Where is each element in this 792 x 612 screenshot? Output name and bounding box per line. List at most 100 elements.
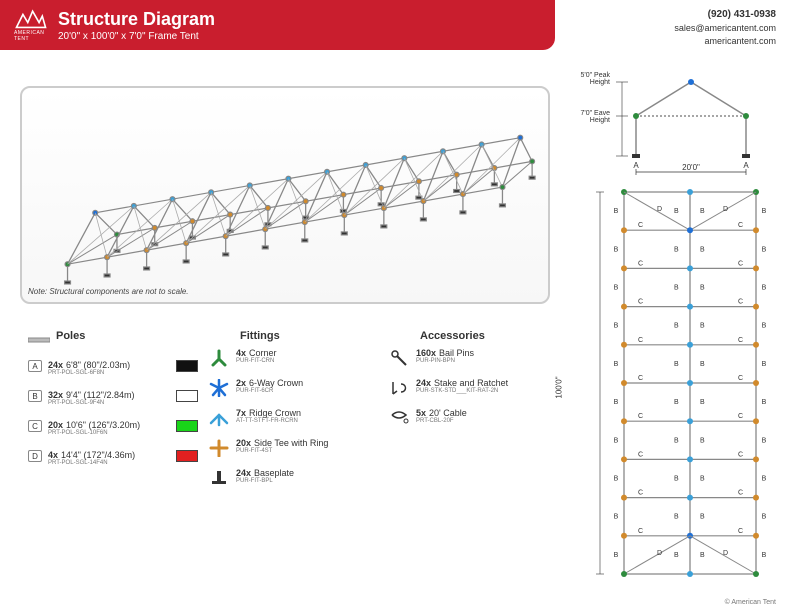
accessory-desc: 160xBail PinsPUR-PIN-BPN (416, 348, 474, 364)
svg-text:B: B (614, 246, 619, 253)
svg-text:B: B (700, 285, 705, 292)
svg-text:B: B (700, 208, 705, 215)
title-block: Structure Diagram 20'0" x 100'0" x 7'0" … (58, 9, 215, 42)
plan-diagram: 100'0" BBBBDDCCBBBBCCBBBBCCBBBBCCBBBBCCB… (576, 184, 776, 582)
page-subtitle: 20'0" x 100'0" x 7'0" Frame Tent (58, 31, 215, 42)
svg-text:B: B (674, 246, 679, 253)
copyright: © American Tent (725, 599, 776, 606)
svg-text:C: C (738, 490, 743, 497)
svg-text:B: B (762, 552, 767, 559)
crown6-icon (208, 378, 230, 398)
svg-text:B: B (762, 323, 767, 330)
svg-text:B: B (674, 476, 679, 483)
pole-swatch (176, 390, 198, 402)
contact-web: americantent.com (674, 35, 776, 48)
fitting-row: 4xCornerPUR-FIT-CRN (208, 348, 378, 370)
stake-icon (388, 378, 410, 398)
pole-swatch (176, 420, 198, 432)
svg-text:C: C (638, 299, 643, 306)
poles-heading: Poles (56, 330, 85, 342)
svg-text:B: B (762, 361, 767, 368)
contact-block: (920) 431-0938 sales@americantent.com am… (674, 8, 776, 47)
svg-text:B: B (700, 476, 705, 483)
fittings-column: Fittings 4xCornerPUR-FIT-CRN 2x6-Way Cro… (208, 330, 378, 498)
pole-letter: B (28, 390, 42, 402)
fitting-row: 2x6-Way CrownPUR-FIT-6CR (208, 378, 378, 400)
profile-width-label: 20'0" (682, 163, 700, 172)
legend: Poles A 24x6'8" (80"/2.03m)PRT-POL-SGL-6… (28, 330, 558, 498)
svg-text:C: C (638, 490, 643, 497)
svg-text:C: C (738, 299, 743, 306)
poles-column: Poles A 24x6'8" (80"/2.03m)PRT-POL-SGL-6… (28, 330, 198, 498)
pole-row: C 20x10'6" (126"/3.20m)PRT-POL-SGL-10F6N (28, 420, 198, 442)
svg-text:D: D (723, 550, 728, 557)
profile-letter-a-left: A (633, 161, 639, 170)
svg-text:B: B (674, 323, 679, 330)
fitting-desc: 4xCornerPUR-FIT-CRN (236, 348, 277, 364)
svg-text:B: B (762, 514, 767, 521)
pole-row: D 4x14'4" (172"/4.36m)PRT-POL-SGL-14F4N (28, 450, 198, 472)
svg-text:B: B (762, 208, 767, 215)
svg-text:B: B (674, 208, 679, 215)
svg-text:D: D (657, 550, 662, 557)
scale-note: Note: Structural components are not to s… (28, 287, 189, 296)
sidetee-icon (208, 438, 230, 458)
svg-text:B: B (614, 399, 619, 406)
fitting-desc: 7xRidge CrownAT-TT-STFT-FR-RCRN (236, 408, 301, 424)
svg-text:B: B (674, 361, 679, 368)
accessory-row: 24xStake and RatchetPUR-STK-STD___KIT-RA… (388, 378, 558, 400)
isometric-diagram: {"corner":"#2e8b3d","side":"#d18a2c","ri… (28, 94, 542, 296)
svg-text:B: B (762, 437, 767, 444)
svg-text:C: C (638, 260, 643, 267)
plan-length-label: 100'0" (555, 376, 564, 398)
svg-text:B: B (614, 323, 619, 330)
pole-desc: 32x9'4" (112"/2.84m)PRT-POL-SGL-9F4N (48, 390, 135, 406)
svg-text:B: B (674, 285, 679, 292)
peak-height-label: 5'0" Peak Height (570, 72, 610, 86)
svg-text:B: B (614, 208, 619, 215)
svg-text:B: B (700, 437, 705, 444)
ridge-icon (208, 408, 230, 428)
svg-text:B: B (762, 399, 767, 406)
pole-swatch (176, 450, 198, 462)
pole-row: B 32x9'4" (112"/2.84m)PRT-POL-SGL-9F4N (28, 390, 198, 412)
pole-desc: 20x10'6" (126"/3.20m)PRT-POL-SGL-10F6N (48, 420, 140, 436)
pole-row: A 24x6'8" (80"/2.03m)PRT-POL-SGL-6F8N (28, 360, 198, 382)
fitting-desc: 2x6-Way CrownPUR-FIT-6CR (236, 378, 303, 394)
pole-letter: A (28, 360, 42, 372)
isometric-panel: {"corner":"#2e8b3d","side":"#d18a2c","ri… (20, 86, 550, 304)
page-title: Structure Diagram (58, 9, 215, 30)
svg-text:C: C (638, 413, 643, 420)
fitting-row: 7xRidge CrownAT-TT-STFT-FR-RCRN (208, 408, 378, 430)
pole-swatch (176, 360, 198, 372)
svg-text:D: D (657, 206, 662, 213)
pole-icon (28, 330, 50, 350)
svg-text:B: B (700, 246, 705, 253)
svg-text:C: C (638, 337, 643, 344)
svg-text:C: C (738, 451, 743, 458)
fitting-row: 20xSide Tee with RingPUR-FIT-4ST (208, 438, 378, 460)
accessory-desc: 24xStake and RatchetPUR-STK-STD___KIT-RA… (416, 378, 508, 394)
svg-text:C: C (638, 451, 643, 458)
pole-desc: 4x14'4" (172"/4.36m)PRT-POL-SGL-14F4N (48, 450, 135, 466)
svg-text:C: C (638, 528, 643, 535)
svg-text:B: B (614, 476, 619, 483)
svg-text:B: B (762, 476, 767, 483)
svg-text:B: B (700, 514, 705, 521)
pole-letter: C (28, 420, 42, 432)
baseplate-icon (208, 468, 230, 488)
svg-text:B: B (762, 246, 767, 253)
svg-text:B: B (614, 285, 619, 292)
brand-logo: AMERICAN TENT (14, 8, 48, 42)
svg-text:B: B (614, 514, 619, 521)
cable-icon (388, 408, 410, 428)
svg-text:B: B (674, 437, 679, 444)
fitting-row: 24xBaseplatePUR-FIT-BPL (208, 468, 378, 490)
accessory-desc: 5x20' CablePRT-CBL-20F (416, 408, 467, 424)
svg-text:B: B (700, 399, 705, 406)
fitting-desc: 20xSide Tee with RingPUR-FIT-4ST (236, 438, 328, 454)
svg-text:B: B (700, 361, 705, 368)
svg-text:C: C (638, 222, 643, 229)
accessories-column: Accessories 160xBail PinsPUR-PIN-BPN 24x… (388, 330, 558, 498)
svg-text:B: B (674, 514, 679, 521)
